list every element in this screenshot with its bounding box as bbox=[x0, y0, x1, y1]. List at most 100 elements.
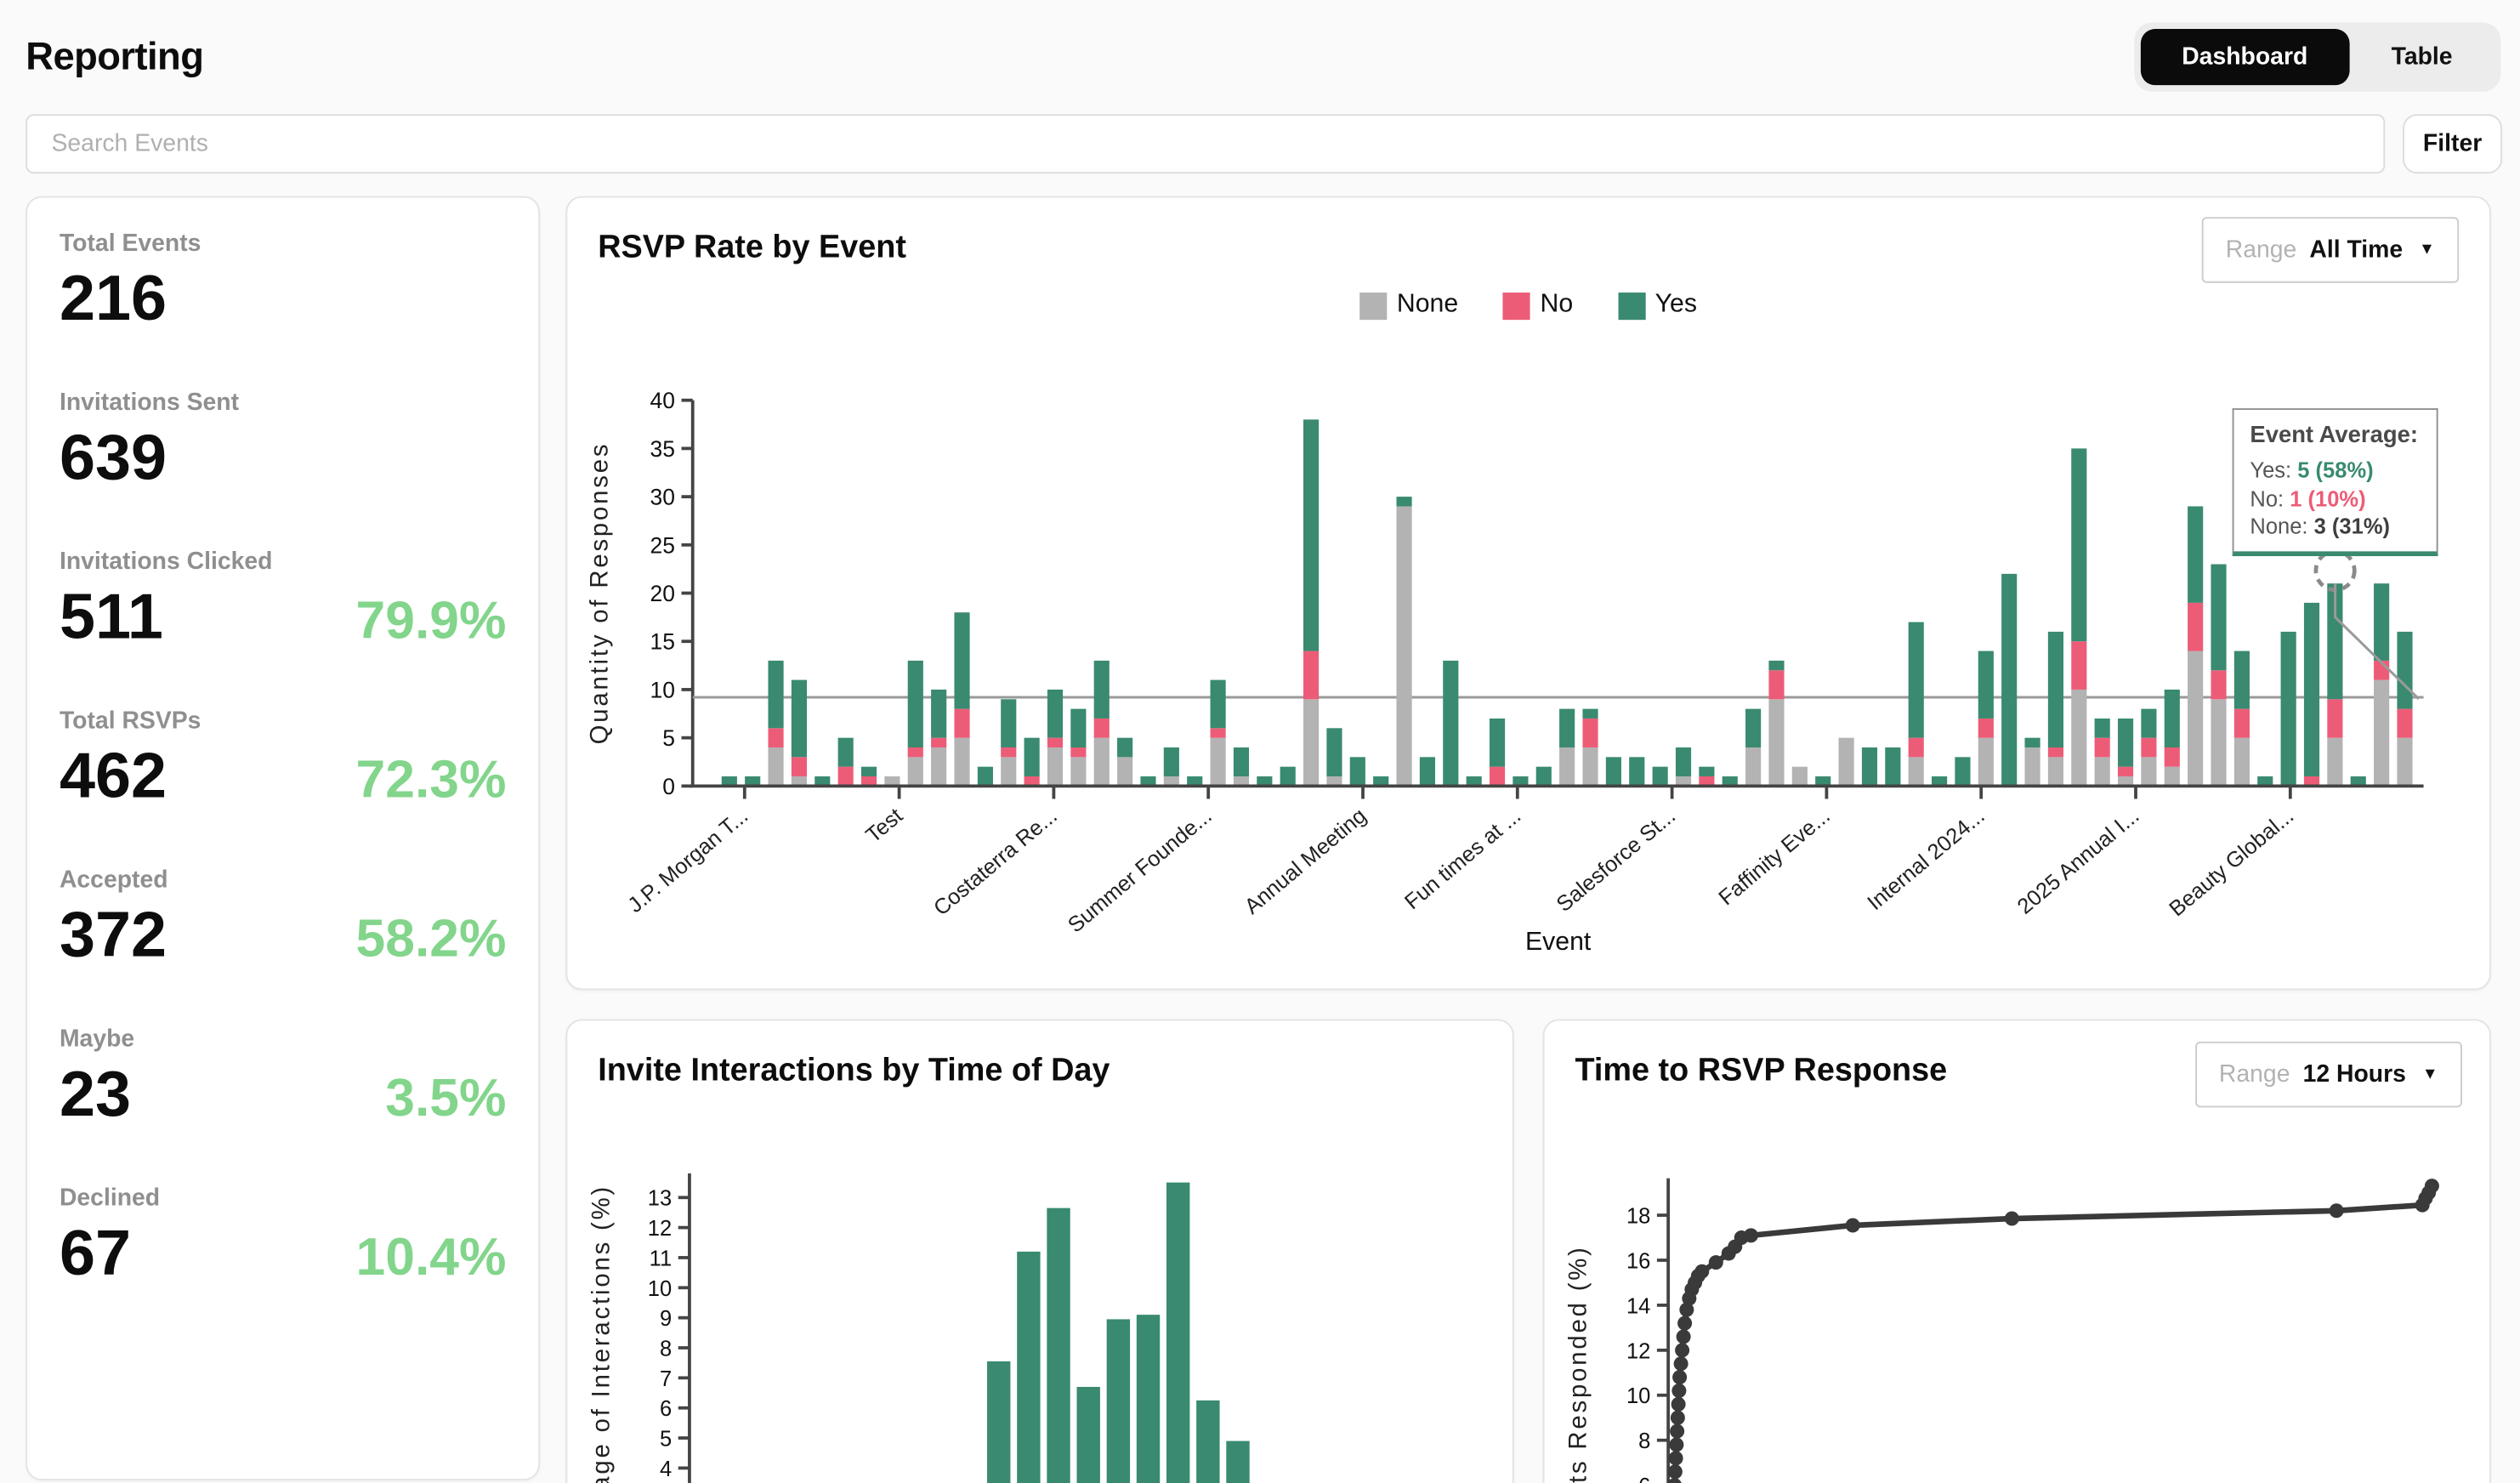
bar-segment[interactable] bbox=[2094, 737, 2110, 758]
bar-segment[interactable] bbox=[791, 757, 808, 777]
bar-segment[interactable] bbox=[1024, 737, 1040, 777]
bar-segment[interactable] bbox=[1629, 757, 1645, 787]
bar-segment[interactable] bbox=[837, 737, 854, 767]
bar-segment[interactable] bbox=[1978, 737, 1994, 787]
data-point[interactable] bbox=[1671, 1396, 1686, 1412]
bar-segment[interactable] bbox=[931, 747, 947, 787]
bar-segment[interactable] bbox=[2071, 641, 2087, 690]
bar-segment[interactable] bbox=[2141, 757, 2157, 787]
bar-segment[interactable] bbox=[2024, 747, 2040, 787]
data-point[interactable] bbox=[1669, 1437, 1684, 1452]
bar[interactable] bbox=[987, 1361, 1011, 1483]
bar-segment[interactable] bbox=[1070, 747, 1087, 758]
filter-button[interactable]: Filter bbox=[2402, 114, 2503, 174]
data-point[interactable] bbox=[1845, 1218, 1860, 1233]
data-point[interactable] bbox=[2004, 1211, 2019, 1226]
bar-segment[interactable] bbox=[2024, 737, 2040, 747]
bar-segment[interactable] bbox=[2303, 602, 2320, 777]
bar-segment[interactable] bbox=[1047, 737, 1064, 747]
bar-segment[interactable] bbox=[1559, 747, 1575, 787]
data-point[interactable] bbox=[1677, 1315, 1693, 1331]
bar-segment[interactable] bbox=[2350, 776, 2366, 787]
bar-segment[interactable] bbox=[1722, 776, 1738, 787]
bar-segment[interactable] bbox=[1210, 679, 1226, 729]
bar-segment[interactable] bbox=[954, 737, 970, 787]
bar-segment[interactable] bbox=[1093, 718, 1110, 738]
bar[interactable] bbox=[1076, 1386, 1100, 1483]
bar-segment[interactable] bbox=[1582, 747, 1598, 787]
bar-segment[interactable] bbox=[2117, 776, 2134, 787]
bar-segment[interactable] bbox=[954, 612, 970, 709]
data-point[interactable] bbox=[1667, 1464, 1683, 1480]
bar-segment[interactable] bbox=[814, 776, 831, 787]
bar-segment[interactable] bbox=[2374, 583, 2390, 661]
bar-segment[interactable] bbox=[1815, 776, 1831, 787]
bar-segment[interactable] bbox=[2047, 747, 2064, 758]
bar-segment[interactable] bbox=[1187, 776, 1203, 787]
bar-segment[interactable] bbox=[2117, 766, 2134, 777]
bar-segment[interactable] bbox=[1908, 622, 1924, 738]
bar-segment[interactable] bbox=[1396, 506, 1412, 787]
bar-segment[interactable] bbox=[1978, 718, 1994, 738]
tab-dashboard[interactable]: Dashboard bbox=[2140, 29, 2350, 86]
bar-segment[interactable] bbox=[1699, 776, 1715, 787]
bar-segment[interactable] bbox=[1513, 776, 1529, 787]
bar-segment[interactable] bbox=[1955, 757, 1971, 787]
bar-segment[interactable] bbox=[1768, 660, 1785, 671]
bar-segment[interactable] bbox=[2141, 737, 2157, 758]
bar-segment[interactable] bbox=[1605, 757, 1621, 787]
bar-segment[interactable] bbox=[1768, 699, 1785, 787]
bar-segment[interactable] bbox=[2233, 651, 2250, 709]
bar[interactable] bbox=[1106, 1319, 1131, 1483]
bar-segment[interactable] bbox=[1303, 699, 1320, 787]
data-point[interactable] bbox=[1667, 1478, 1682, 1483]
bar-segment[interactable] bbox=[1932, 776, 1948, 787]
bar-segment[interactable] bbox=[907, 757, 923, 787]
bar-segment[interactable] bbox=[2327, 583, 2343, 700]
bar-segment[interactable] bbox=[2280, 631, 2296, 787]
bar-segment[interactable] bbox=[1489, 766, 1506, 787]
data-point[interactable] bbox=[2424, 1179, 2439, 1194]
search-input[interactable] bbox=[26, 114, 2386, 174]
bar-segment[interactable] bbox=[2164, 747, 2180, 767]
bar-segment[interactable] bbox=[1326, 776, 1342, 787]
bar-segment[interactable] bbox=[2397, 708, 2413, 738]
data-point[interactable] bbox=[1672, 1370, 1688, 1385]
bar-segment[interactable] bbox=[2094, 718, 2110, 738]
bar-segment[interactable] bbox=[791, 679, 808, 758]
bar-segment[interactable] bbox=[1233, 747, 1250, 777]
data-point[interactable] bbox=[1694, 1264, 1710, 1279]
bar-segment[interactable] bbox=[2071, 448, 2087, 642]
data-point[interactable] bbox=[1676, 1329, 1691, 1344]
bar-segment[interactable] bbox=[721, 776, 737, 787]
bar-segment[interactable] bbox=[2188, 651, 2204, 787]
bar-segment[interactable] bbox=[2257, 776, 2273, 787]
bar-segment[interactable] bbox=[2047, 757, 2064, 787]
bar-segment[interactable] bbox=[2374, 679, 2390, 787]
bar-segment[interactable] bbox=[1535, 766, 1552, 787]
bar[interactable] bbox=[1017, 1251, 1041, 1483]
bar-segment[interactable] bbox=[1745, 708, 1762, 747]
data-point[interactable] bbox=[1670, 1423, 1685, 1439]
bar-segment[interactable] bbox=[1210, 737, 1226, 787]
bar-segment[interactable] bbox=[1140, 776, 1156, 787]
bar-segment[interactable] bbox=[1280, 766, 1296, 787]
bar-segment[interactable] bbox=[1070, 757, 1087, 787]
bar-segment[interactable] bbox=[1070, 708, 1087, 747]
bar[interactable] bbox=[1196, 1400, 1220, 1483]
bar-segment[interactable] bbox=[931, 737, 947, 747]
bar-segment[interactable] bbox=[1233, 776, 1250, 787]
bar-segment[interactable] bbox=[1443, 660, 1459, 787]
bar-segment[interactable] bbox=[1047, 747, 1064, 787]
bar-segment[interactable] bbox=[1117, 757, 1133, 787]
data-point[interactable] bbox=[2329, 1203, 2344, 1219]
rsvp-range-select[interactable]: Range All Time ▼ bbox=[2201, 217, 2460, 283]
bar-segment[interactable] bbox=[1117, 737, 1133, 758]
bar-segment[interactable] bbox=[1210, 728, 1226, 738]
bar-segment[interactable] bbox=[1466, 776, 1482, 787]
bar-segment[interactable] bbox=[768, 747, 784, 787]
bar-segment[interactable] bbox=[954, 708, 970, 738]
bar-segment[interactable] bbox=[1419, 757, 1436, 787]
bar-segment[interactable] bbox=[768, 660, 784, 729]
bar-segment[interactable] bbox=[860, 766, 877, 777]
